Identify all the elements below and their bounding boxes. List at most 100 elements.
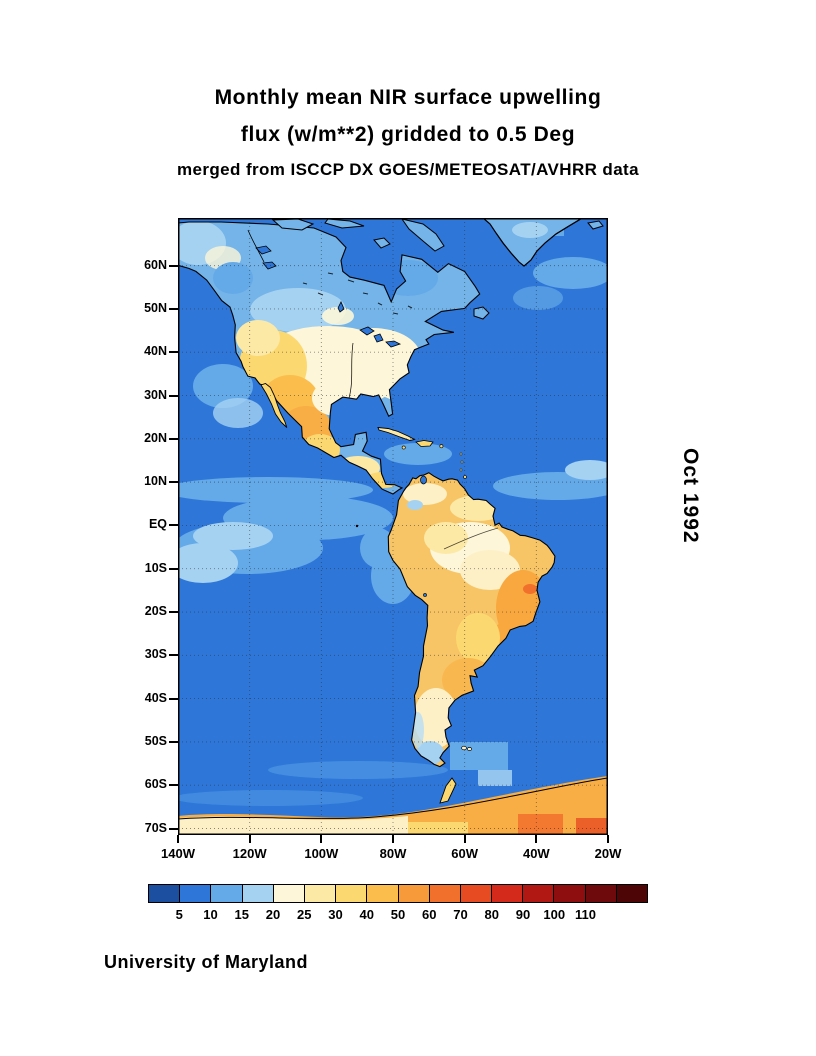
lat-tick-label: 10S	[144, 560, 167, 575]
colorbar-label: 10	[203, 907, 218, 922]
lat-tick-label: 10N	[144, 474, 167, 489]
colorbar: 5 10 15 20 25 30 40 50 60 70 80 90 100 110	[148, 884, 648, 926]
title-line-3: merged from ISCCP DX GOES/METEOSAT/AVHRR…	[177, 160, 639, 179]
colorbar-label: 20	[265, 907, 281, 922]
colorbar-segment	[616, 885, 647, 902]
lat-tick-label: 50N	[144, 300, 167, 315]
grid-lines	[178, 218, 608, 835]
lat-tick-mark	[169, 784, 178, 787]
title-line-2: flux (w/m**2) gridded to 0.5 Deg	[240, 123, 576, 146]
date-label: Oct 1992	[679, 448, 702, 544]
colorbar-segment	[492, 885, 524, 902]
credit-text: University of Maryland	[104, 952, 309, 972]
lat-tick-mark	[169, 740, 178, 743]
arctic-islands	[271, 218, 604, 320]
lon-tick-mark	[320, 835, 323, 843]
colorbar-segment	[211, 885, 243, 902]
lon-tick-mark	[463, 835, 466, 843]
lat-tick-label: 60N	[144, 257, 167, 272]
lat-tick-label: 30S	[144, 647, 167, 662]
colorbar-label: 80	[484, 907, 499, 922]
colorbar-segment	[367, 885, 399, 902]
lat-tick-label: 30N	[144, 387, 167, 402]
lon-tick-label: 60W	[451, 846, 479, 861]
lon-tick-label: 20W	[594, 846, 622, 861]
lon-tick-mark	[248, 835, 251, 843]
lat-tick-mark	[169, 611, 178, 613]
colorbar-segment	[398, 885, 430, 902]
colorbar-label: 15	[234, 907, 249, 922]
lat-tick-label: 40N	[144, 344, 167, 359]
figure-title: Monthly mean NIR surface upwelling flux …	[0, 86, 816, 180]
lon-tick-label: 80W	[379, 846, 407, 861]
lon-tick-label: 120W	[232, 846, 267, 861]
colorbar-segment	[585, 885, 617, 902]
lat-tick-label: 20S	[144, 604, 167, 618]
river-marks	[247, 229, 413, 399]
ocean-light-patches	[178, 222, 608, 806]
colorbar-segment	[149, 885, 181, 902]
lat-tick-mark	[169, 437, 178, 440]
lat-tick-mark	[169, 307, 178, 310]
lat-tick-label: 50S	[144, 733, 167, 748]
colorbar-segment	[429, 885, 461, 902]
great-lakes	[255, 245, 402, 348]
antarctica	[178, 776, 608, 835]
lon-tick-mark	[392, 835, 394, 843]
colorbar-label: 40	[359, 907, 374, 922]
map-canvas	[178, 218, 608, 835]
lat-tick-label: 40S	[144, 690, 167, 705]
title-line-1: Monthly mean NIR surface upwelling	[214, 86, 602, 109]
colorbar-label: 60	[422, 907, 437, 922]
colorbar-segment	[523, 885, 555, 902]
colorbar-segment	[273, 885, 305, 902]
colorbar-labels: 5 10 15 20 25 30 40 50 60 70 80 90 100 110	[148, 903, 648, 923]
antarctic-peninsula	[439, 777, 457, 804]
hispaniola	[415, 440, 434, 447]
map-figure	[178, 218, 608, 835]
lat-tick-mark	[169, 394, 178, 397]
lon-tick-mark	[607, 835, 609, 843]
lake-maracaibo	[420, 475, 427, 485]
lat-tick-label: EQ	[148, 517, 167, 532]
lon-tick-mark	[535, 835, 538, 843]
colorbar-segment	[242, 885, 274, 902]
lat-tick-mark	[169, 524, 178, 527]
colorbar-segment	[554, 885, 586, 902]
lat-tick-label: 20N	[144, 430, 167, 445]
colorbar-segment	[304, 885, 337, 902]
lon-tick-label: 100W	[304, 846, 339, 861]
falkland-islands	[461, 745, 473, 751]
lon-tick-label: 140W	[161, 846, 195, 861]
lat-tick-mark	[169, 654, 178, 657]
map-frame	[178, 218, 608, 835]
lon-tick-label: 40W	[522, 846, 550, 861]
lat-tick-mark	[169, 264, 178, 267]
lat-tick-mark	[169, 697, 178, 700]
colorbar-segments	[148, 884, 648, 903]
lat-tick-mark	[169, 481, 178, 484]
colorbar-label: 110	[575, 907, 596, 922]
colorbar-label: 5	[175, 907, 183, 922]
lat-tick-mark	[169, 827, 178, 830]
colorbar-label: 100	[543, 907, 566, 922]
greenland	[482, 218, 583, 267]
colorbar-segment	[180, 885, 212, 902]
amazon-river	[443, 527, 499, 550]
colorbar-label: 90	[515, 907, 531, 922]
colorbar-label: 25	[297, 907, 312, 922]
baja-peninsula	[260, 382, 288, 428]
lat-tick-mark	[169, 567, 178, 570]
colorbar-label: 30	[328, 907, 343, 922]
colorbar-label: 50	[390, 907, 406, 922]
lon-tick-mark	[177, 835, 179, 843]
galapagos	[355, 524, 359, 528]
lat-tick-mark	[169, 351, 178, 354]
lat-tick-label: 70S	[144, 820, 167, 835]
colorbar-segment	[460, 885, 493, 902]
colorbar-label: 70	[453, 907, 468, 922]
lat-tick-label: 60S	[144, 777, 167, 792]
colorbar-segment	[336, 885, 368, 902]
south-america-landmass	[387, 472, 556, 768]
